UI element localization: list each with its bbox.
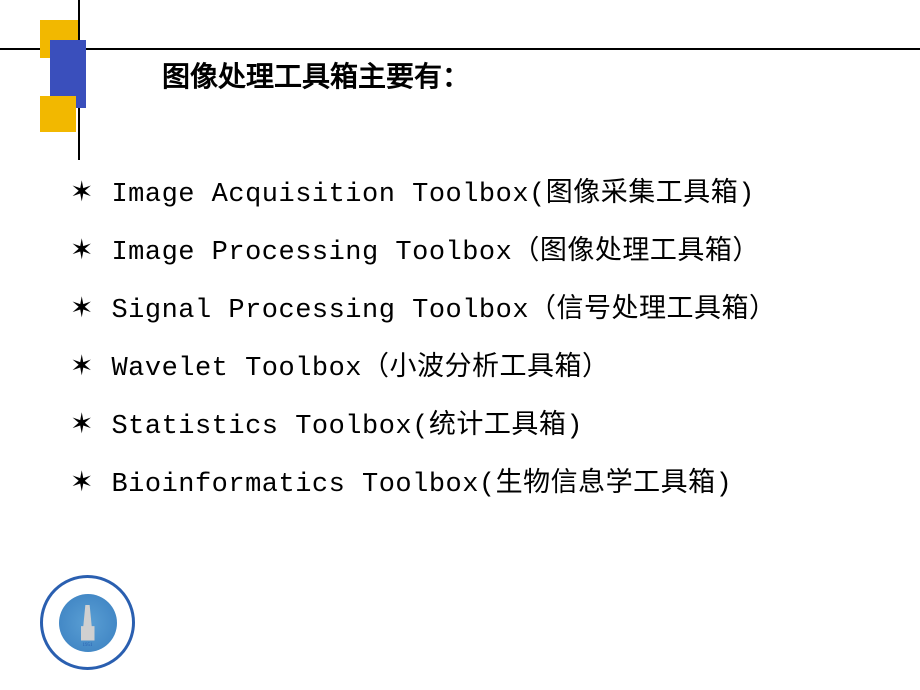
bullet-star-icon: ✶ [70, 465, 93, 499]
list-item: ✶ Wavelet Toolbox（小波分析工具箱） [70, 344, 870, 384]
slide-title: 图像处理工具箱主要有： [162, 55, 470, 95]
logo-outer-ring: 1951 [40, 575, 135, 670]
logo-tower-icon [81, 605, 95, 641]
item-text: Wavelet Toolbox（小波分析工具箱） [111, 344, 609, 384]
item-text: Signal Processing Toolbox（信号处理工具箱） [111, 286, 776, 326]
bullet-star-icon: ✶ [70, 349, 93, 383]
bullet-star-icon: ✶ [70, 233, 93, 267]
item-text: Image Processing Toolbox（图像处理工具箱） [111, 228, 759, 268]
list-item: ✶ Bioinformatics Toolbox(生物信息学工具箱) [70, 460, 870, 500]
item-text: Image Acquisition Toolbox(图像采集工具箱) [111, 170, 754, 210]
yellow-square-bottom [40, 96, 76, 132]
list-item: ✶ Signal Processing Toolbox（信号处理工具箱） [70, 286, 870, 326]
item-text: Bioinformatics Toolbox(生物信息学工具箱) [111, 460, 732, 500]
list-item: ✶ Image Acquisition Toolbox(图像采集工具箱) [70, 170, 870, 210]
list-item: ✶ Statistics Toolbox(统计工具箱) [70, 402, 870, 442]
bullet-star-icon: ✶ [70, 407, 93, 441]
bullet-star-icon: ✶ [70, 291, 93, 325]
horizontal-line [0, 48, 920, 50]
content-list: ✶ Image Acquisition Toolbox(图像采集工具箱) ✶ I… [70, 170, 870, 518]
university-logo: 1951 [40, 575, 135, 670]
corner-decoration [40, 20, 100, 140]
bullet-star-icon: ✶ [70, 175, 93, 209]
list-item: ✶ Image Processing Toolbox（图像处理工具箱） [70, 228, 870, 268]
item-text: Statistics Toolbox(统计工具箱) [111, 402, 583, 442]
logo-year: 1951 [43, 643, 132, 648]
